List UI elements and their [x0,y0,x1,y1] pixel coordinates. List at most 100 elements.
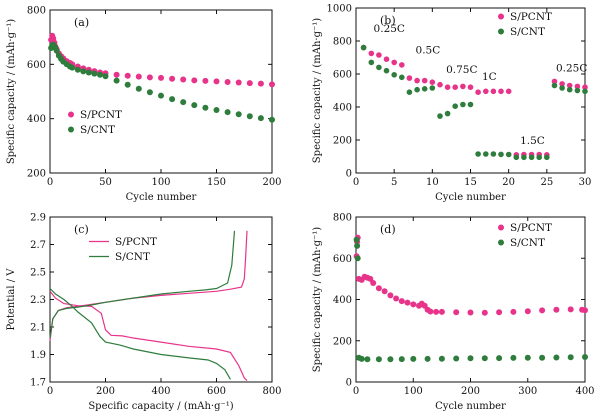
x-tick-label: 10 [426,177,439,188]
data-point-s-cnt [496,355,503,362]
y-tick-label: 2.3 [30,295,46,306]
x-tick-label: 0 [47,177,53,188]
data-point-s-pcnt [421,77,428,84]
data-point-s-pcnt [370,280,377,286]
data-point-s-cnt [53,47,60,54]
y-tick-label: 1.9 [30,350,46,361]
legend-marker-swatch [498,13,504,20]
x-tick-label: 400 [575,386,594,397]
data-point-s-cnt [553,354,560,361]
y-tick-label: 2.1 [30,323,46,334]
data-point-s-cnt [146,89,153,96]
data-point-s-cnt [410,355,417,362]
plot-frame [49,216,273,383]
y-tick-label: 0 [346,378,352,389]
rate-annotation: 0.25C [556,63,587,75]
x-axis-label: Cycle number [435,192,506,203]
data-point-s-pcnt [213,78,220,85]
data-point-s-cnt [414,86,420,93]
panel-label: (d) [380,223,396,236]
y-axis-label: Specific capacity / (mAh·g⁻¹) [312,227,323,372]
panel-label: (a) [74,16,89,29]
legend-entry: S/PCNT [115,236,157,248]
data-point-s-cnt [437,113,443,119]
data-point-s-cnt [460,101,466,108]
data-point-s-pcnt [368,50,375,57]
data-point-s-cnt [358,355,365,362]
data-point-s-pcnt [559,81,565,87]
data-point-s-cnt [124,81,131,88]
data-point-s-pcnt [404,299,411,306]
data-point-s-cnt [375,356,382,363]
x-tick-label: 200 [96,386,115,397]
x-tick-label: 300 [518,386,537,397]
data-point-s-pcnt [582,307,588,314]
data-point-s-cnt [475,151,481,157]
data-point-s-pcnt [498,88,504,95]
data-point-s-cnt [191,102,198,109]
data-point-s-cnt [80,68,87,75]
data-point-s-cnt [453,355,460,362]
data-point-s-pcnt [169,75,176,82]
legend-entry: S/PCNT [80,109,122,121]
data-point-s-pcnt [551,78,558,85]
data-point-s-cnt [387,356,394,363]
y-tick-label: 2.5 [30,268,46,279]
data-point-s-cnt [510,354,517,361]
x-tick-label: 100 [404,386,423,397]
x-tick-label: 0 [47,386,53,397]
panel-label: (c) [74,223,89,236]
data-point-s-pcnt [246,80,253,87]
data-point-s-cnt [551,82,558,89]
data-point-s-pcnt [113,71,120,78]
data-point-s-cnt [421,86,428,92]
data-point-s-cnt [69,64,76,71]
data-point-s-pcnt [475,89,481,95]
data-point-s-pcnt [429,79,436,85]
y-tick-label: 0 [346,169,352,180]
x-axis-label: Cycle number [435,401,506,412]
data-point-s-pcnt [387,292,394,299]
y-axis-label: Potential / V [6,268,17,331]
data-point-s-cnt [213,107,220,113]
data-point-s-pcnt [427,308,434,315]
data-point-s-cnt [490,151,497,157]
data-point-s-pcnt [452,84,459,90]
series-line-s-pcnt [49,290,248,382]
data-point-s-cnt [202,104,209,111]
x-axis-label: Specific capacity / (mAh·g⁻¹) [88,401,233,412]
data-point-s-cnt [391,72,398,78]
data-point-s-cnt [444,110,451,117]
legend-entry: S/CNT [80,124,115,136]
data-point-s-pcnt [483,88,489,95]
data-point-s-cnt [498,151,504,158]
x-tick-label: 5 [391,177,397,188]
x-tick-label: 25 [540,177,553,188]
data-point-s-pcnt [375,285,382,292]
x-tick-label: 30 [579,177,592,188]
y-tick-label: 200 [27,169,46,180]
data-point-s-pcnt [398,298,405,305]
x-tick-label: 800 [262,386,281,397]
data-point-s-pcnt [135,73,142,80]
data-point-s-cnt [582,88,588,95]
data-point-s-cnt [269,116,275,123]
y-tick-label: 400 [27,114,46,125]
data-point-s-cnt [536,154,542,161]
data-point-s-cnt [528,154,535,161]
data-point-s-cnt [235,111,242,118]
data-point-s-cnt [467,355,474,362]
legend-marker-swatch [498,239,504,246]
data-point-s-pcnt [399,62,405,68]
data-point-s-cnt [452,103,459,109]
data-point-s-pcnt [391,59,398,66]
data-point-s-pcnt [376,52,382,58]
data-point-s-cnt [364,356,371,363]
y-tick-label: 1000 [327,4,352,15]
data-point-s-cnt [158,92,164,99]
data-point-s-pcnt [410,301,417,308]
data-point-s-cnt [353,236,360,243]
y-tick-label: 400 [333,295,352,306]
panel-a-capacity-vs-cycle: 0 50 100 150 200 200 400 600 800 Cycle number Spec… [6,6,282,204]
